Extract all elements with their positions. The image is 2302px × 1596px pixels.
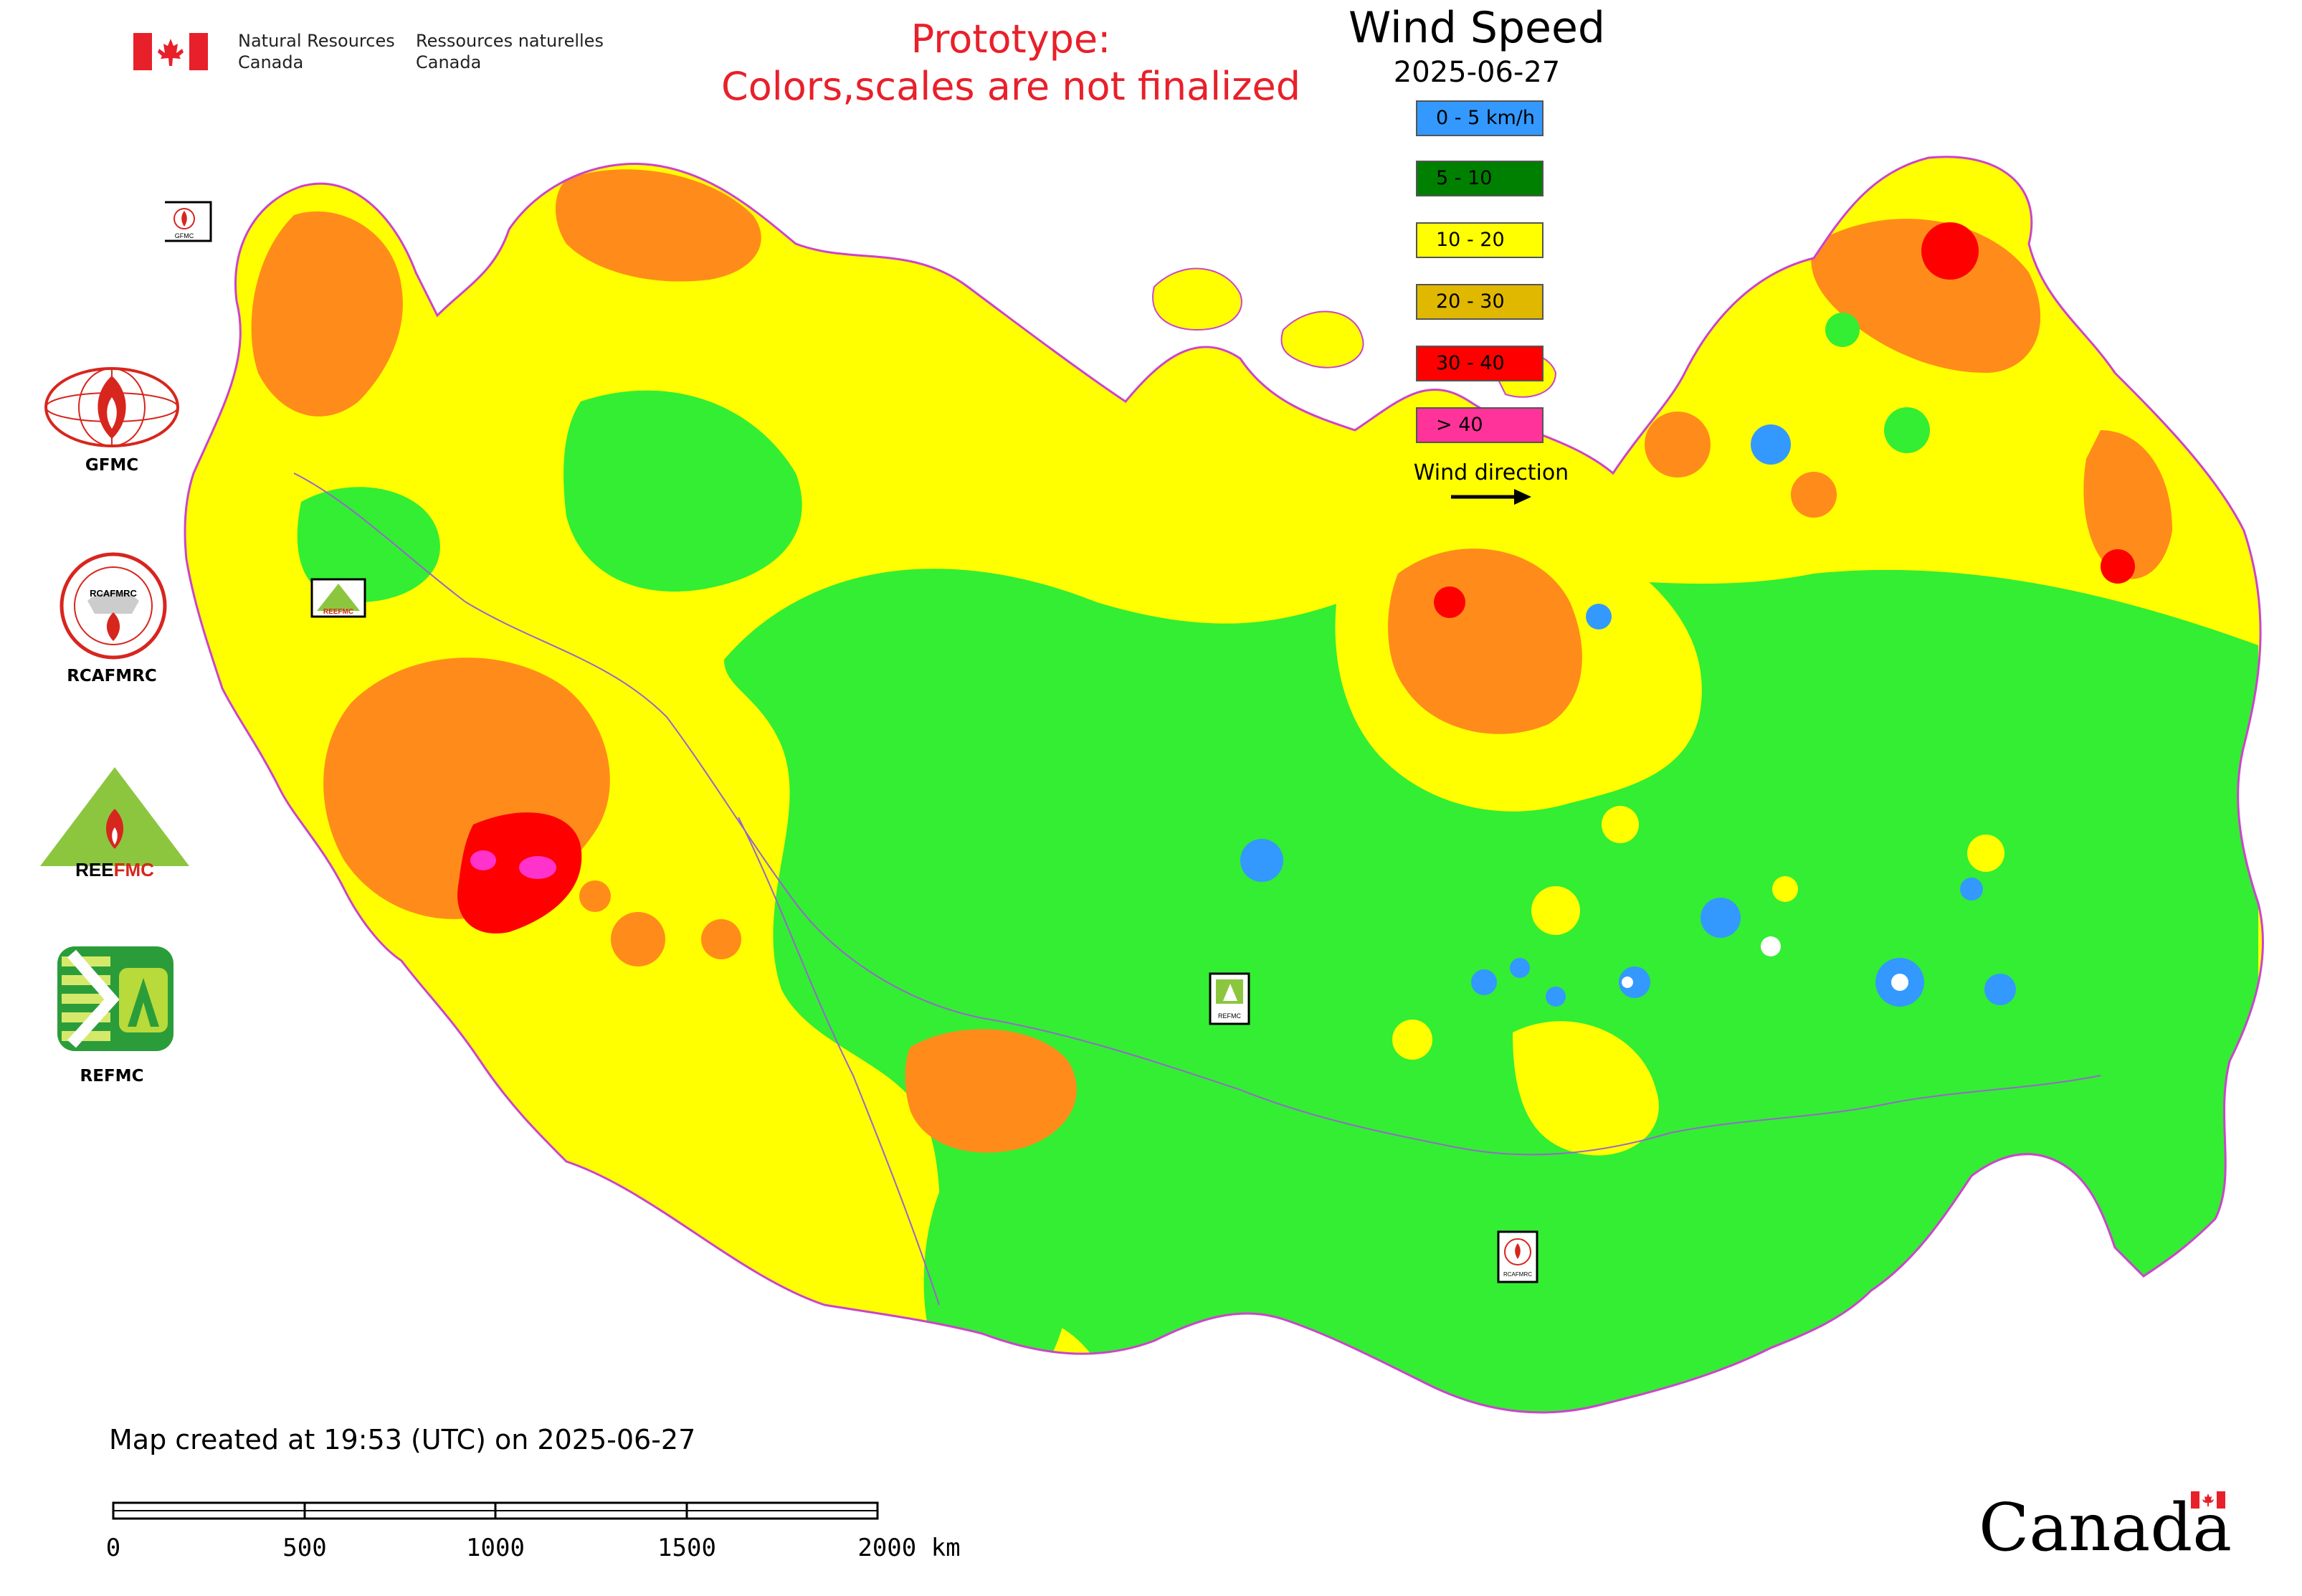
legend-item-calm: 0 - 5 km/h xyxy=(1416,100,1544,136)
gfmc-logo-label: GFMC xyxy=(85,456,139,475)
rcafmrc-logo-label: RCAFMRC xyxy=(67,667,157,685)
legend-item-gale: > 40 xyxy=(1416,407,1544,443)
refmc-logo-label: REFMC xyxy=(80,1067,144,1086)
scale-tick-label: 0 xyxy=(108,1534,120,1562)
map-marker-gfmc[interactable]: GFMC xyxy=(165,201,212,242)
country-border xyxy=(293,472,2101,1156)
refmc-logo-icon xyxy=(57,946,173,1051)
map-marker-label: REEFMC xyxy=(323,608,353,616)
scale-bar: 0 500 1000 1500 2000 km xyxy=(108,1501,961,1562)
map-marker-label: REFMC xyxy=(1218,1012,1241,1020)
island xyxy=(1280,310,1364,369)
map-marker-label: RCAFMRC xyxy=(1503,1271,1532,1278)
scale-tick-label: 1500 xyxy=(657,1534,716,1562)
agency-name-en: Natural Resources Canada xyxy=(238,31,395,72)
agency-name-fr: Ressources naturelles Canada xyxy=(416,31,604,72)
canada-wordmark-flag-icon xyxy=(2191,1491,2225,1509)
canada-wordmark-text: Canada xyxy=(1979,1490,2232,1566)
coastline xyxy=(184,156,2264,1414)
legend-title: Wind Speed xyxy=(1349,3,1605,53)
map-marker-reefmc[interactable]: REEFMC xyxy=(310,578,366,618)
rcafmrc-logo-icon: RCAFMRC xyxy=(60,552,167,660)
scale-tick-label: 1000 xyxy=(466,1534,525,1562)
legend-item-moderate: 10 - 20 xyxy=(1416,222,1544,258)
wind-direction-arrow-icon xyxy=(1451,489,1531,505)
island xyxy=(1152,267,1242,331)
map-marker-rcafmrc[interactable]: RCAFMRC xyxy=(1497,1230,1538,1283)
svg-text:REEFMC: REEFMC xyxy=(75,859,154,879)
map-marker-refmc[interactable]: REFMC xyxy=(1209,972,1250,1025)
map-marker-label: GFMC xyxy=(175,232,194,239)
gfmc-logo-icon xyxy=(44,367,179,447)
wind-direction-label: Wind direction xyxy=(1413,460,1569,485)
legend-item-strong: 30 - 40 xyxy=(1416,346,1544,381)
prototype-notice: Prototype: Colors,scales are not finaliz… xyxy=(721,16,1300,109)
map-created-note: Map created at 19:53 (UTC) on 2025-06-27 xyxy=(109,1424,696,1455)
canada-wordmark: Canada xyxy=(1979,1490,2232,1566)
scale-tick-label: 500 xyxy=(282,1534,326,1562)
wind-speed-map[interactable]: GFMC REEFMC REFMC RCAFMRC xyxy=(165,100,2287,1463)
nrcan-signature: Natural Resources Canada Ressources natu… xyxy=(133,29,621,79)
legend-item-fresh: 20 - 30 xyxy=(1416,284,1544,320)
legend-date: 2025-06-27 xyxy=(1393,56,1561,89)
reefmc-logo-icon: REEFMC xyxy=(40,767,189,879)
country-border xyxy=(738,817,940,1306)
scale-tick-label: 2000 km xyxy=(857,1534,960,1562)
legend-item-light: 5 - 10 xyxy=(1416,161,1544,196)
svg-text:RCAFMRC: RCAFMRC xyxy=(90,588,137,599)
canada-flag-icon xyxy=(133,33,208,70)
